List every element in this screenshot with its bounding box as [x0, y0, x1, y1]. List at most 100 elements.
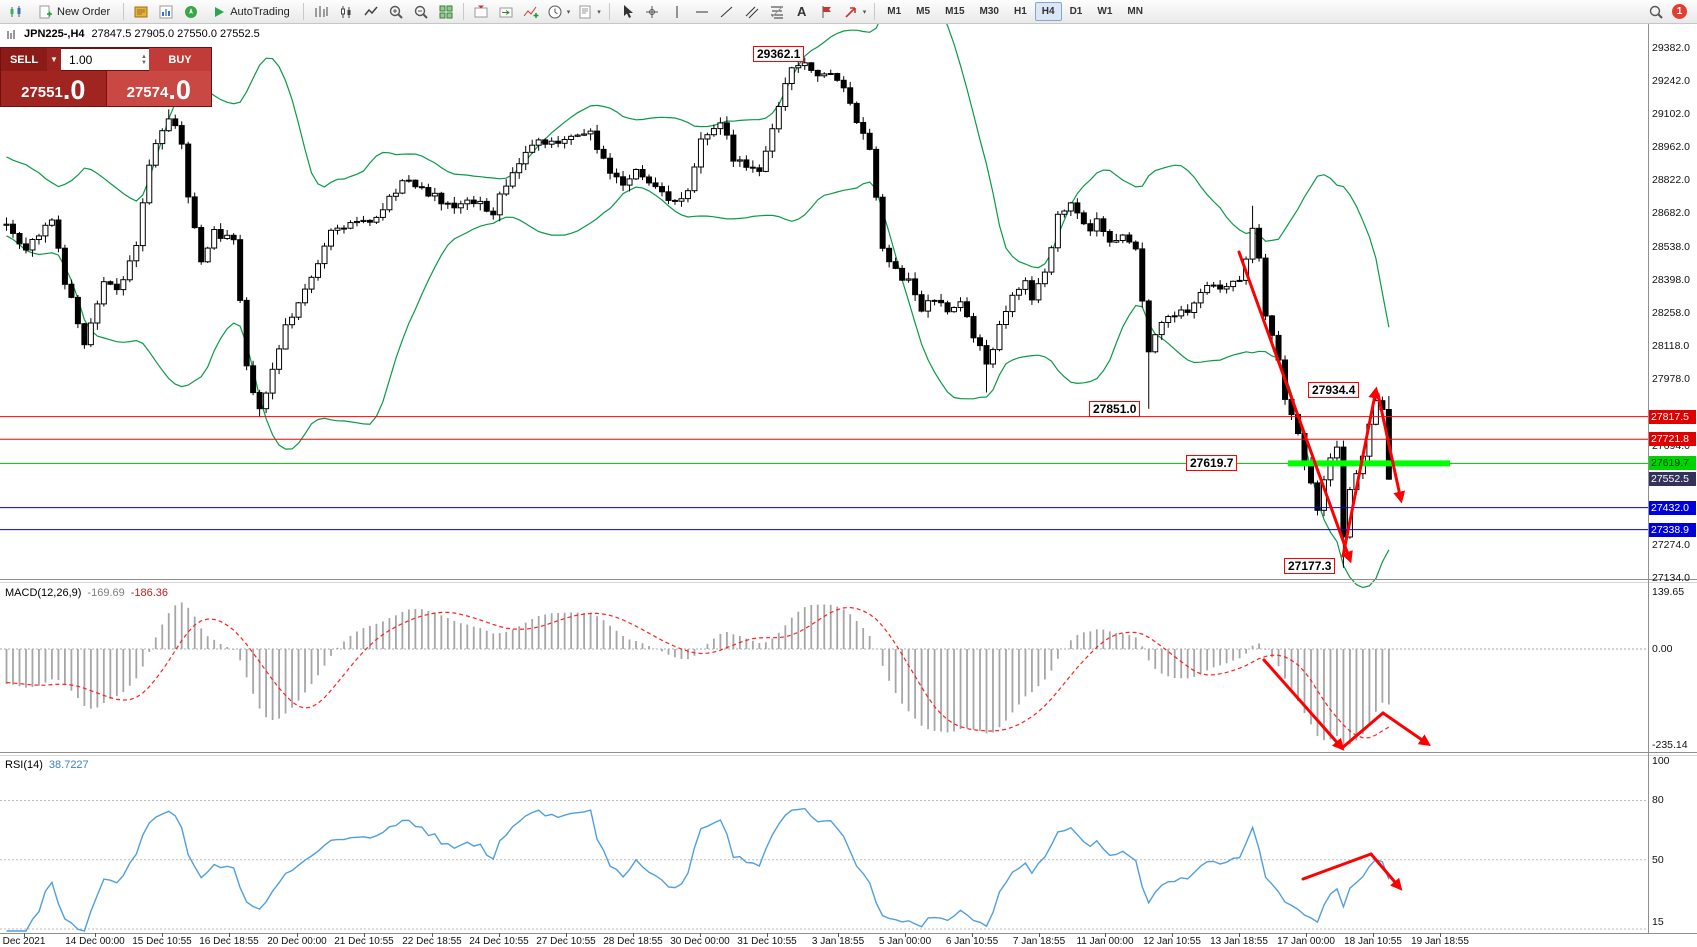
chart-shift-button[interactable]	[469, 2, 493, 22]
symbol-timeframe-label: JPN225-,H4	[24, 28, 85, 40]
notification-badge[interactable]: 1	[1672, 4, 1687, 19]
time-axis-tick	[229, 933, 230, 937]
rsi-panel-title: RSI(14) 38.7227	[5, 759, 89, 771]
navigator-button[interactable]	[179, 2, 203, 22]
panel-splitter[interactable]	[0, 579, 1697, 580]
macd-title: MACD(12,26,9)	[5, 587, 82, 599]
price-annotation-label[interactable]: 27619.7	[1186, 455, 1238, 471]
price-annotation-label[interactable]: 29362.1	[753, 46, 805, 62]
price-annotation-label[interactable]: 27177.3	[1284, 558, 1336, 574]
toolbar-separator	[123, 3, 125, 20]
time-axis-tick	[972, 933, 973, 937]
macd-value: -169.69	[87, 587, 125, 599]
sell-price[interactable]: 27551.0	[1, 71, 106, 106]
templates-caret-icon: ▾	[597, 8, 601, 16]
crosshair-button[interactable]	[640, 2, 664, 22]
time-axis-tick	[1172, 933, 1173, 937]
fibonacci-button[interactable]	[765, 2, 789, 22]
templates-button[interactable]: ▾	[574, 2, 604, 22]
templates-icon	[579, 5, 591, 18]
timeframe-M30[interactable]: M30	[979, 6, 999, 17]
price-annotation-label[interactable]: 27851.0	[1089, 401, 1141, 417]
price-annotation-label[interactable]: 27934.4	[1308, 382, 1360, 398]
time-axis-label: 31 Dec 10:55	[737, 936, 797, 947]
tile-windows-button[interactable]	[434, 2, 458, 22]
trendline-button[interactable]	[715, 2, 739, 22]
horizontal-line-button[interactable]	[690, 2, 714, 22]
data-window-button[interactable]	[154, 2, 178, 22]
sell-button[interactable]: SELL	[1, 48, 47, 71]
line-chart-button[interactable]	[359, 2, 383, 22]
time-axis-tick	[432, 933, 433, 937]
timeframe-M15[interactable]: M15	[945, 6, 965, 17]
order-type-dropdown[interactable]: ▼	[47, 48, 61, 71]
zoom-in-button[interactable]	[384, 2, 408, 22]
time-axis-label: 28 Dec 18:55	[603, 936, 663, 947]
time-axis-tick	[95, 933, 96, 937]
crosshair-icon	[645, 5, 658, 18]
market-watch-button[interactable]	[129, 2, 153, 22]
new-order-label: New Order	[57, 5, 111, 18]
rsi-axis-label: 80	[1652, 794, 1664, 806]
timeframe-H4[interactable]: H4	[1034, 2, 1062, 21]
label-tool-icon	[822, 5, 831, 18]
rsi-axis-label: 100	[1652, 755, 1670, 767]
auto-scroll-button[interactable]	[494, 2, 518, 22]
price-axis-label: 28822.0	[1652, 173, 1690, 186]
timeframe-W1[interactable]: W1	[1097, 6, 1113, 17]
candlestick-button[interactable]	[334, 2, 358, 22]
rsi-axis-label: 50	[1652, 854, 1664, 866]
periods-caret-icon: ▾	[566, 8, 571, 16]
bar-chart-button[interactable]	[309, 2, 333, 22]
time-axis-label: 11 Jan 00:00	[1076, 936, 1134, 947]
time-axis-tick	[24, 933, 25, 937]
time-axis-label: 30 Dec 00:00	[670, 936, 730, 947]
new-order-button[interactable]: New Order	[29, 2, 118, 22]
buy-button[interactable]: BUY	[149, 48, 211, 71]
text-tool-button[interactable]: A	[790, 2, 814, 22]
channel-button[interactable]	[740, 2, 764, 22]
channel-icon	[745, 6, 759, 18]
panel-splitter-inner	[0, 582, 1697, 583]
price-axis-label: 27134.0	[1652, 571, 1690, 584]
cursor-button[interactable]	[615, 2, 639, 22]
zoom-in-icon	[389, 5, 403, 19]
timeframe-M1[interactable]: M1	[887, 6, 902, 17]
price-axis-label: 29382.0	[1652, 41, 1690, 54]
time-axis-tick	[700, 933, 701, 937]
search-icon[interactable]	[1648, 4, 1664, 20]
time-axis-label: 21 Dec 10:55	[334, 936, 394, 947]
time-axis-label: Dec 2021	[2, 936, 46, 947]
lot-size-field[interactable]: 1.00 ▲ ▼	[61, 48, 149, 71]
autotrading-label: AutoTrading	[230, 5, 290, 18]
timeframe-MN[interactable]: MN	[1127, 6, 1143, 17]
periods-button[interactable]: ▾	[544, 2, 574, 22]
arrows-tool-button[interactable]: ▾	[840, 2, 870, 22]
indicators-button[interactable]	[519, 2, 543, 22]
panel-splitter[interactable]	[0, 752, 1697, 753]
lot-stepper[interactable]: ▲ ▼	[141, 54, 147, 66]
timeframe-H1[interactable]: H1	[1013, 6, 1027, 17]
sell-price-pips: .0	[62, 75, 86, 105]
label-tool-button[interactable]	[815, 2, 839, 22]
timeframe-M5[interactable]: M5	[916, 6, 931, 17]
time-axis-tick	[1306, 933, 1307, 937]
stepper-up-icon[interactable]: ▲	[141, 53, 147, 60]
vertical-line-button[interactable]	[665, 2, 689, 22]
arrows-caret-icon: ▾	[862, 8, 867, 16]
autotrading-button[interactable]: AutoTrading	[204, 2, 298, 22]
time-axis-tick	[1239, 933, 1240, 937]
macd-axis-label: -235.14	[1652, 739, 1688, 751]
toolbar: New Order AutoTrading ▾ ▾ A ▾	[0, 0, 1697, 24]
buy-price[interactable]: 27574.0	[105, 71, 211, 106]
time-axis-tick	[364, 933, 365, 937]
data-window-icon	[159, 5, 173, 18]
one-click-trading-panel: SELL ▼ 1.00 ▲ ▼ BUY 27551.0 27574.0	[0, 47, 212, 107]
bar-chart-icon	[315, 5, 328, 17]
timeframe-D1[interactable]: D1	[1069, 6, 1083, 17]
stepper-down-icon[interactable]: ▼	[141, 59, 147, 66]
fibonacci-icon	[770, 6, 783, 18]
zoom-out-button[interactable]	[409, 2, 433, 22]
